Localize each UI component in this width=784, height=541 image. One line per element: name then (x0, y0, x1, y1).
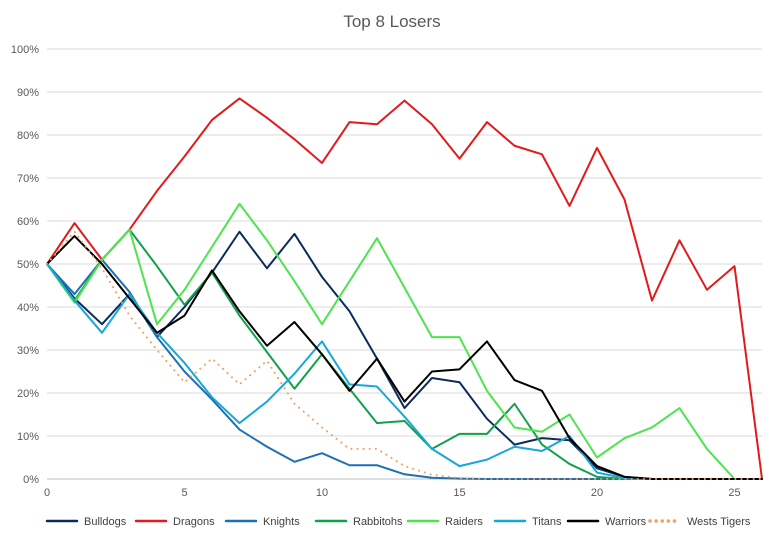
legend-label: Titans (532, 516, 562, 528)
y-tick-label: 30% (17, 345, 39, 357)
legend-label: Wests Tigers (687, 516, 751, 528)
legend: Bulldogs Dragons Knights Rabbitohs Raiders Ti… (45, 516, 751, 528)
x-tick-label: 0 (44, 487, 50, 499)
x-tick-label: 10 (316, 487, 328, 499)
series-line-raiders (46, 202, 763, 480)
x-tick-label: 15 (453, 487, 465, 499)
x-tick-label: 20 (591, 487, 603, 499)
y-tick-label: 50% (17, 259, 39, 271)
y-tick-label: 100% (11, 44, 39, 56)
y-tick-label: 60% (17, 216, 39, 228)
y-tick-label: 90% (17, 87, 39, 99)
chart-title: Top 8 Losers (343, 12, 440, 31)
series-lines (46, 97, 763, 480)
y-axis-ticks: 0% 10% 20% 30% 40% 50% 60% 70% 80% 90% 100% (11, 44, 39, 486)
y-tick-label: 10% (17, 431, 39, 443)
x-tick-label: 25 (728, 487, 740, 499)
legend-label: Rabbitohs (353, 516, 403, 528)
x-axis-ticks: 0 5 10 15 20 25 (44, 487, 741, 499)
y-tick-label: 70% (17, 173, 39, 185)
legend-label: Bulldogs (84, 516, 127, 528)
series-line-dragons (46, 97, 763, 480)
series-line-wests-tigers (46, 230, 763, 480)
y-tick-label: 0% (23, 474, 39, 486)
y-tick-label: 80% (17, 130, 39, 142)
legend-label: Raiders (445, 516, 483, 528)
series-line-warriors (46, 235, 763, 480)
legend-label: Dragons (173, 516, 215, 528)
y-tick-label: 40% (17, 302, 39, 314)
legend-label: Knights (263, 516, 300, 528)
x-tick-label: 5 (181, 487, 187, 499)
y-tick-label: 20% (17, 388, 39, 400)
legend-label: Warriors (605, 516, 647, 528)
